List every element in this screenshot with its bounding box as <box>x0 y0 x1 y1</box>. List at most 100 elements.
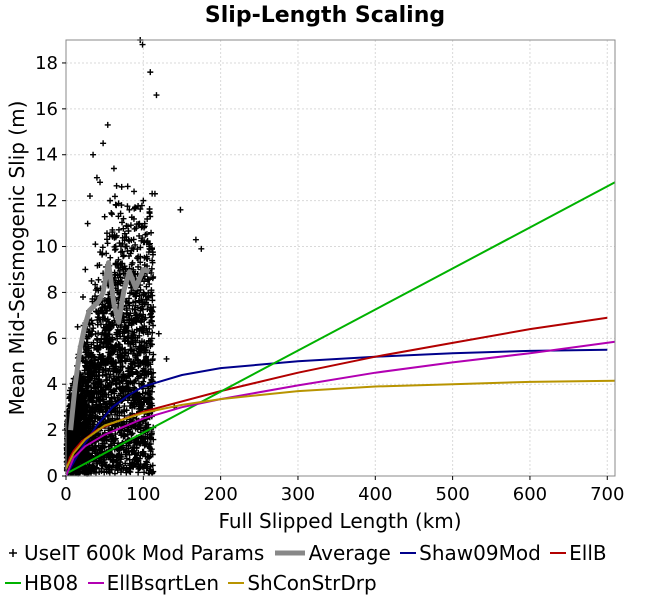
scatter-point <box>99 462 106 469</box>
scatter-point <box>103 332 110 339</box>
scatter-point <box>128 333 135 340</box>
scatter-point <box>102 339 109 346</box>
scatter-point <box>112 422 119 429</box>
scatter-point <box>88 317 95 324</box>
scatter-point <box>144 459 151 466</box>
scatter-point <box>144 331 151 338</box>
scatter-point <box>129 444 136 451</box>
scatter-point <box>123 442 130 449</box>
scatter-point <box>121 374 128 381</box>
scatter-point <box>117 355 123 362</box>
scatter-point <box>104 307 111 314</box>
scatter-point <box>111 394 118 401</box>
scatter-point <box>107 397 114 404</box>
scatter-point <box>109 334 116 341</box>
scatter-point <box>148 370 155 377</box>
scatter-point <box>122 449 129 456</box>
scatter-point <box>89 447 96 454</box>
scatter-point <box>138 305 145 312</box>
scatter-point <box>99 244 106 251</box>
scatter-point <box>77 395 84 402</box>
scatter-point <box>120 266 127 273</box>
scatter-point <box>135 469 142 476</box>
scatter-point <box>148 229 155 236</box>
scatter-point <box>114 326 121 333</box>
scatter-point <box>98 359 105 366</box>
scatter-point <box>139 299 146 306</box>
scatter-point <box>113 360 120 367</box>
scatter-point <box>124 203 131 210</box>
scatter-point <box>136 232 143 239</box>
scatter-point <box>113 182 120 189</box>
scatter-point <box>126 468 133 475</box>
scatter-point <box>135 461 142 468</box>
y-tick-label: 2 <box>47 420 58 441</box>
scatter-point <box>103 403 110 410</box>
scatter-point <box>85 365 92 372</box>
scatter-point <box>87 361 94 368</box>
y-axis: 0 2 4 6 8 10 12 14 16 18 <box>35 53 66 487</box>
scatter-point <box>115 265 122 272</box>
scatter-point <box>106 351 113 358</box>
scatter-point <box>88 341 95 348</box>
scatter-point <box>140 292 147 299</box>
scatter-point <box>86 193 93 200</box>
scatter-point <box>118 278 125 285</box>
scatter-point <box>113 457 120 464</box>
x-tick-label: 0 <box>60 484 71 505</box>
scatter-point <box>112 271 119 278</box>
legend-line-ellb <box>549 542 567 564</box>
scatter-point <box>80 294 87 301</box>
scatter-point <box>116 341 123 348</box>
scatter-point <box>105 454 112 461</box>
scatter-point <box>92 443 99 450</box>
scatter-point <box>111 246 118 253</box>
scatter-point <box>130 236 137 243</box>
scatter-point <box>140 450 147 457</box>
scatter-point <box>83 416 90 423</box>
scatter-point <box>107 441 114 448</box>
scatter-point <box>93 335 100 342</box>
scatter-point <box>123 380 130 387</box>
scatter-point <box>115 392 122 399</box>
scatter-point <box>97 343 104 350</box>
scatter-point <box>105 463 112 470</box>
scatter-point <box>132 241 139 248</box>
scatter-point <box>118 183 125 190</box>
scatter-point <box>114 351 121 358</box>
scatter-point <box>82 359 89 366</box>
scatter-point <box>93 174 100 181</box>
scatter-point <box>144 263 151 270</box>
scatter-point <box>124 397 131 404</box>
scatter-point <box>192 236 199 243</box>
scatter-point <box>78 434 85 441</box>
scatter-point <box>108 401 115 408</box>
scatter-point <box>140 311 147 318</box>
scatter-point <box>141 469 148 476</box>
scatter-point <box>109 344 116 351</box>
scatter-point <box>127 250 134 257</box>
scatter-point <box>117 274 124 281</box>
scatter-point <box>132 422 139 429</box>
scatter-point <box>140 239 147 246</box>
scatter-point <box>146 387 153 394</box>
scatter-point <box>100 324 107 331</box>
scatter-point <box>119 240 126 247</box>
scatter-point <box>143 325 150 332</box>
scatter-point <box>99 316 106 323</box>
scatter-point <box>98 393 105 400</box>
legend-line-ellbsqrtlen <box>87 572 105 594</box>
scatter-point <box>124 427 131 434</box>
scatter-point <box>105 391 112 398</box>
scatter-point <box>115 344 122 351</box>
scatter-point <box>115 373 122 380</box>
scatter-point <box>128 261 135 268</box>
scatter-point <box>120 215 127 222</box>
scatter-point <box>131 225 138 232</box>
scatter-point <box>147 435 154 442</box>
scatter-point <box>147 361 154 368</box>
scatter-point <box>143 465 150 472</box>
scatter-point <box>163 355 170 362</box>
scatter-point <box>119 363 126 370</box>
scatter-point <box>78 422 85 429</box>
